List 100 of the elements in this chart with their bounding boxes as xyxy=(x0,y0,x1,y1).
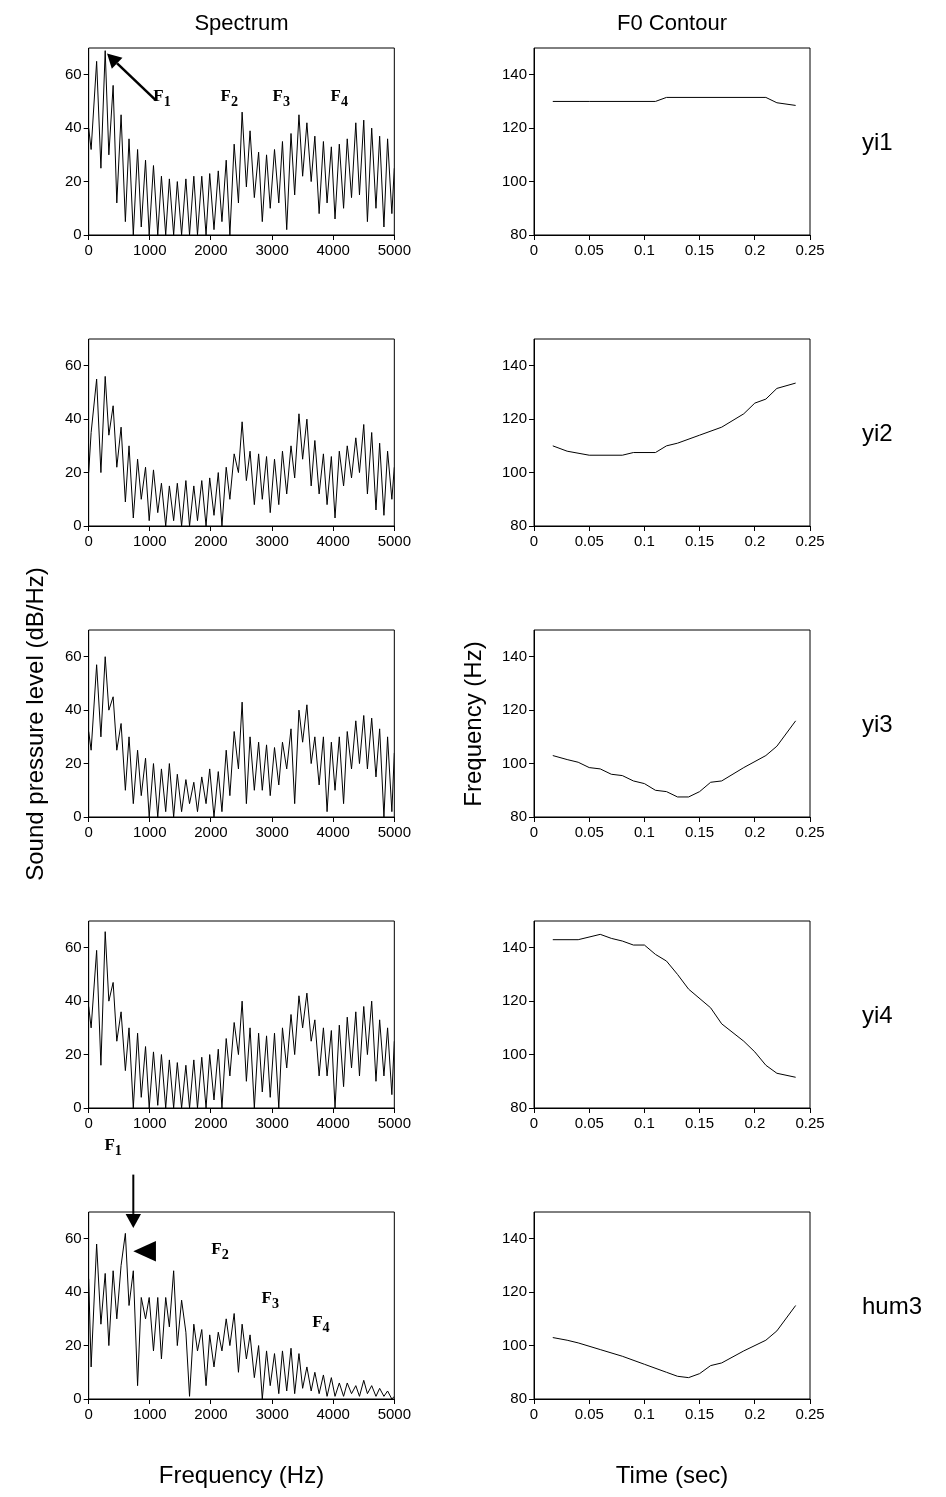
x-tick-label: 0.2 xyxy=(744,1405,766,1423)
y-tick-label: 40 xyxy=(65,118,82,136)
y-tick-label: 60 xyxy=(65,646,82,664)
x-tick-label: 0.05 xyxy=(574,241,604,259)
y-tick-label: 0 xyxy=(73,1389,82,1407)
x-tick-label: 0 xyxy=(84,241,93,259)
y-tick-label: 80 xyxy=(510,1098,528,1116)
x-tick-label: 0.2 xyxy=(744,532,766,550)
x-tick-label: 0.1 xyxy=(633,1405,655,1423)
annotation: F$_{1}$ xyxy=(153,86,171,111)
y-tick-label: 0 xyxy=(73,225,82,243)
x-tick-label: 5000 xyxy=(377,241,411,259)
x-tick-label: 3000 xyxy=(255,532,289,550)
y-tick-label: 20 xyxy=(65,171,82,189)
x-tick-label: 0.05 xyxy=(574,823,604,841)
x-tick-label: 0 xyxy=(529,532,539,550)
x-tick-label: 0 xyxy=(529,1405,539,1423)
x-tick-label: 1000 xyxy=(133,823,167,841)
x-tick-label: 0 xyxy=(84,532,93,550)
y-tick-label: 20 xyxy=(65,462,82,480)
chart-title: F0 Contour xyxy=(616,10,728,36)
x-tick-label: 2000 xyxy=(194,823,228,841)
y-tick-label: 120 xyxy=(502,991,528,1009)
x-tick-label: 0.05 xyxy=(574,1114,604,1132)
y-axis-title: Sound pressure level (dB/Hz) xyxy=(21,566,49,881)
y-tick-label: 100 xyxy=(502,1044,528,1062)
x-tick-label: 1000 xyxy=(133,532,167,550)
x-tick-label: 0 xyxy=(529,823,539,841)
text: yi2 xyxy=(862,418,893,447)
y-tick-label: 20 xyxy=(65,1044,82,1062)
annotation: F$_{2}$ xyxy=(220,86,238,111)
x-tick-label: 0.05 xyxy=(574,1405,604,1423)
x-tick-label: 1000 xyxy=(133,241,167,259)
x-tick-label: 0.1 xyxy=(633,1114,655,1132)
y-tick-label: 40 xyxy=(65,700,82,718)
x-tick-label: 4000 xyxy=(316,532,350,550)
y-tick-label: 140 xyxy=(502,355,528,373)
x-tick-label: 5000 xyxy=(377,532,411,550)
x-axis-title: Frequency (Hz) xyxy=(158,1461,325,1489)
y-tick-label: 120 xyxy=(502,118,528,136)
x-tick-label: 5000 xyxy=(377,823,411,841)
annotation: F$_{3}$ xyxy=(272,86,290,111)
y-tick-label: 140 xyxy=(502,646,528,664)
x-tick-label: 0 xyxy=(529,1114,539,1132)
x-tick-label: 5000 xyxy=(377,1405,411,1423)
annotation: F$_{2}$ xyxy=(211,1239,229,1263)
x-tick-label: 0 xyxy=(529,241,539,259)
x-tick-label: 0.15 xyxy=(685,1405,715,1423)
x-tick-label: 0.25 xyxy=(795,1405,825,1423)
y-tick-label: 80 xyxy=(510,807,528,825)
y-tick-label: 80 xyxy=(510,1389,528,1407)
y-tick-label: 80 xyxy=(510,516,528,534)
annotation: F$_{4}$ xyxy=(330,86,349,111)
x-tick-label: 4000 xyxy=(316,1114,350,1132)
x-tick-label: 0.05 xyxy=(574,532,604,550)
y-tick-label: 40 xyxy=(65,409,82,427)
chart-title: Spectrum xyxy=(194,10,289,36)
y-tick-label: 0 xyxy=(73,807,82,825)
text: F$_{1}$ xyxy=(104,1134,122,1159)
text: hum3 xyxy=(862,1291,923,1320)
y-tick-label: 20 xyxy=(65,1335,82,1353)
x-tick-label: 0 xyxy=(84,823,93,841)
x-tick-label: 0.1 xyxy=(633,823,655,841)
y-tick-label: 60 xyxy=(65,937,82,955)
y-tick-label: 140 xyxy=(502,64,528,82)
x-tick-label: 0.1 xyxy=(633,241,655,259)
annotation: F$_{3}$ xyxy=(261,1288,279,1312)
x-tick-label: 2000 xyxy=(194,1114,228,1132)
x-tick-label: 4000 xyxy=(316,1405,350,1423)
x-tick-label: 0.25 xyxy=(795,1114,825,1132)
x-tick-label: 3000 xyxy=(255,1114,289,1132)
y-tick-label: 60 xyxy=(65,355,82,373)
x-tick-label: 0.15 xyxy=(685,823,715,841)
y-tick-label: 100 xyxy=(502,753,528,771)
x-tick-label: 3000 xyxy=(255,1405,289,1423)
x-tick-label: 0 xyxy=(84,1114,93,1132)
text: yi1 xyxy=(862,127,893,156)
x-tick-label: 0 xyxy=(84,1405,93,1423)
y-tick-label: 100 xyxy=(502,171,528,189)
annotation: F$_{4}$ xyxy=(312,1312,330,1336)
y-tick-label: 40 xyxy=(65,1282,82,1300)
x-tick-label: 0.2 xyxy=(744,241,766,259)
x-tick-label: 0.25 xyxy=(795,532,825,550)
x-tick-label: 0.15 xyxy=(685,241,715,259)
x-tick-label: 0.25 xyxy=(795,823,825,841)
x-tick-label: 0.2 xyxy=(744,823,766,841)
x-tick-label: 4000 xyxy=(316,241,350,259)
x-tick-label: 0.25 xyxy=(795,241,825,259)
text: yi4 xyxy=(862,1000,893,1029)
x-tick-label: 0.1 xyxy=(633,532,655,550)
y-tick-label: 60 xyxy=(65,64,82,82)
y-tick-label: 0 xyxy=(73,516,82,534)
y-tick-label: 100 xyxy=(502,1335,528,1353)
y-tick-label: 40 xyxy=(65,991,82,1009)
x-tick-label: 3000 xyxy=(255,823,289,841)
x-tick-label: 2000 xyxy=(194,1405,228,1423)
y-tick-label: 20 xyxy=(65,753,82,771)
x-tick-label: 4000 xyxy=(316,823,350,841)
x-tick-label: 2000 xyxy=(194,241,228,259)
x-tick-label: 2000 xyxy=(194,532,228,550)
